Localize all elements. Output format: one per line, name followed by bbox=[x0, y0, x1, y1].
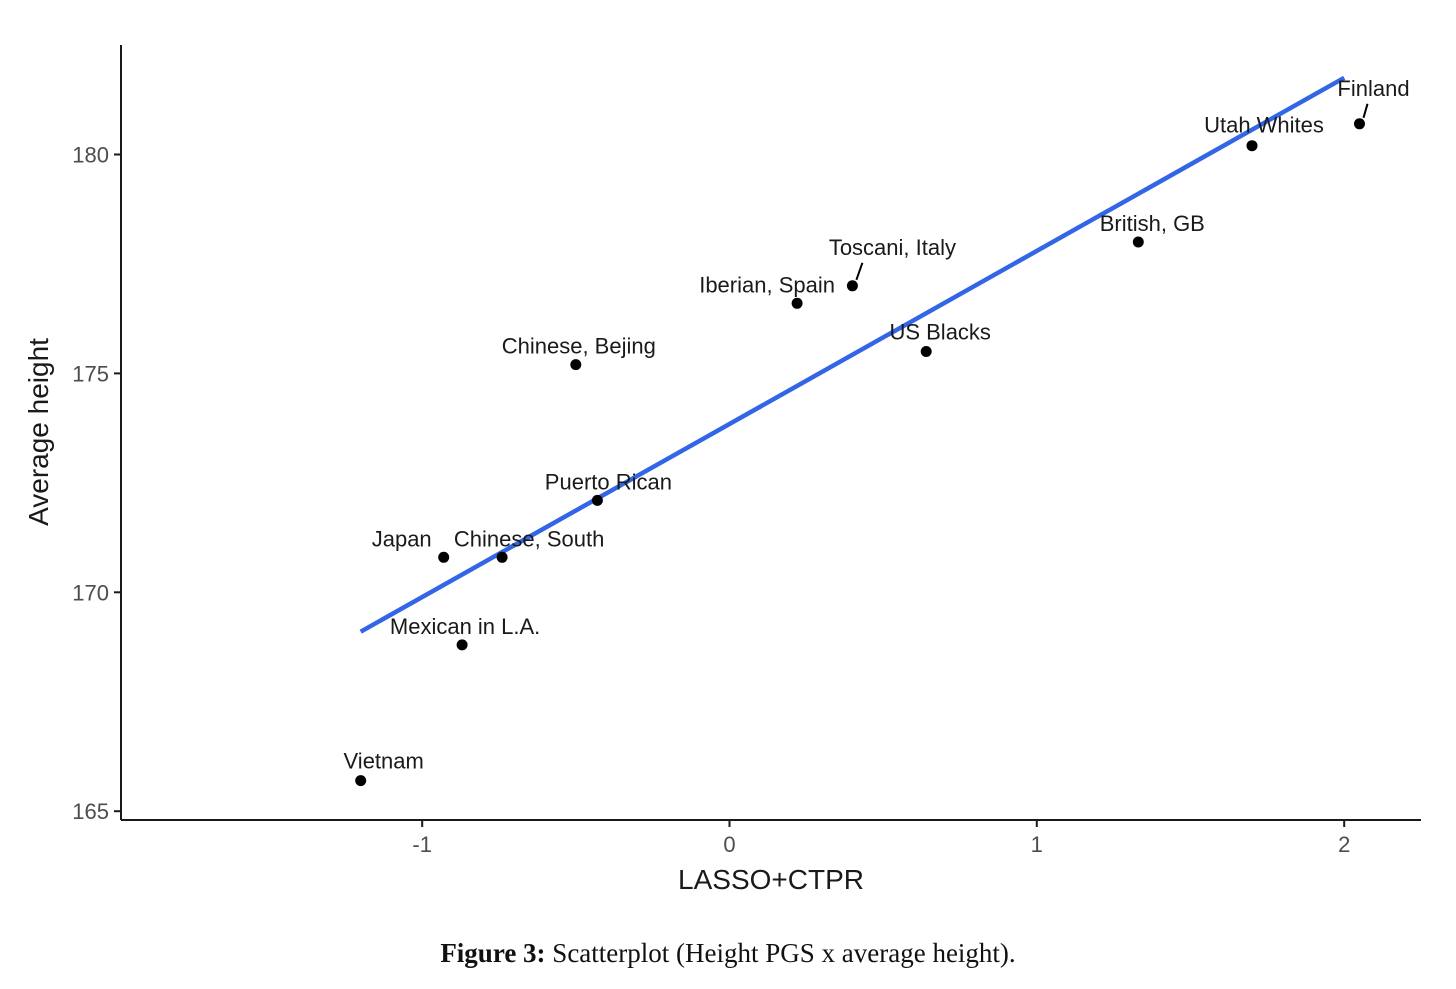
y-tick-label: 170 bbox=[72, 580, 109, 605]
y-axis-title: Average height bbox=[23, 338, 54, 526]
y-tick-label: 165 bbox=[72, 799, 109, 824]
point-label: Puerto Rican bbox=[545, 469, 672, 494]
point-label: Toscani, Italy bbox=[829, 235, 956, 260]
data-point bbox=[1246, 140, 1258, 152]
data-point bbox=[438, 551, 450, 563]
label-leader-line bbox=[1362, 103, 1369, 119]
point-label: Mexican in L.A. bbox=[390, 614, 540, 639]
x-tick-label: 2 bbox=[1338, 832, 1350, 857]
point-label: Vietnam bbox=[344, 749, 424, 774]
data-point bbox=[846, 280, 858, 292]
point-label: US Blacks bbox=[889, 320, 990, 345]
x-tick-label: 0 bbox=[723, 832, 735, 857]
x-tick-label: 1 bbox=[1031, 832, 1043, 857]
label-leader-line bbox=[855, 262, 864, 281]
regression-line bbox=[359, 75, 1346, 634]
point-label: Utah Whites bbox=[1204, 113, 1324, 138]
data-point bbox=[1132, 236, 1144, 248]
caption-text: Scatterplot (Height PGS x average height… bbox=[545, 938, 1016, 968]
y-tick-label: 175 bbox=[72, 361, 109, 386]
data-point bbox=[496, 551, 508, 563]
figure-caption: Figure 3: Scatterplot (Height PGS x aver… bbox=[0, 938, 1456, 969]
data-point bbox=[570, 359, 582, 371]
point-label: Chinese, South bbox=[454, 526, 604, 551]
point-label: Japan bbox=[372, 526, 432, 551]
data-point bbox=[591, 494, 603, 506]
caption-label: Figure 3: bbox=[440, 938, 546, 968]
data-point bbox=[920, 346, 932, 357]
scatterplot: Finland Utah Whites British, GB Toscani, It… bbox=[23, 45, 1421, 895]
data-point bbox=[355, 775, 367, 787]
data-point bbox=[456, 639, 468, 651]
point-label: Iberian, Spain bbox=[699, 272, 835, 297]
x-axis-title: LASSO+CTPR bbox=[678, 864, 864, 895]
point-label: Finland bbox=[1337, 76, 1409, 101]
point-label: British, GB bbox=[1100, 211, 1205, 236]
data-point bbox=[791, 297, 803, 309]
y-tick-label: 180 bbox=[72, 143, 109, 168]
x-tick-label: -1 bbox=[412, 832, 432, 857]
data-point bbox=[1354, 118, 1365, 130]
point-label: Chinese, Bejing bbox=[502, 334, 656, 359]
